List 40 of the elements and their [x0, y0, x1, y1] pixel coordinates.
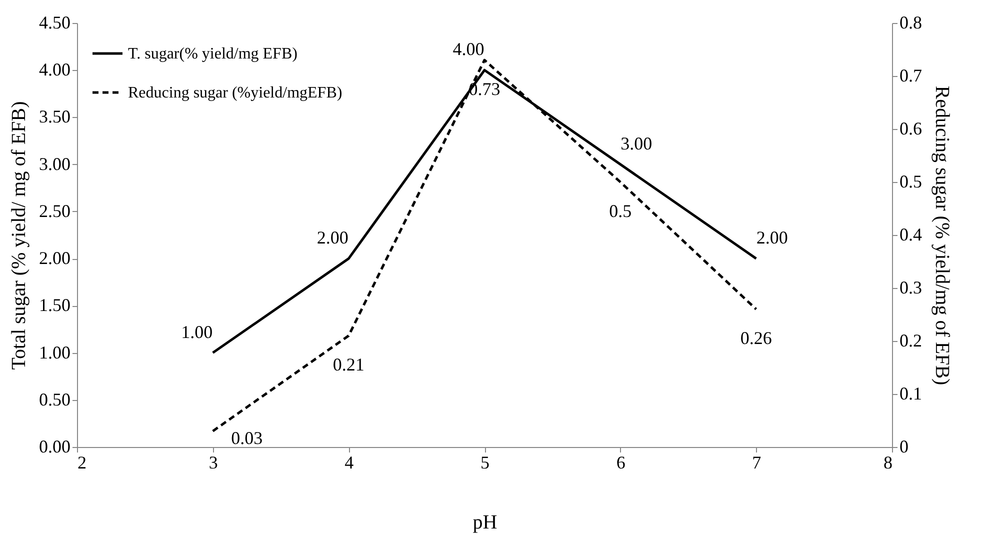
y-axis-title: Total sugar (% yield/ mg of EFB): [8, 101, 30, 370]
x-tick-label: 4: [344, 452, 354, 472]
legend-label: T. sugar(% yield/mg EFB): [128, 46, 298, 62]
y-tick-label: 0.00: [39, 436, 70, 456]
data-label: 0.21: [332, 354, 364, 375]
data-label: 0.26: [740, 328, 772, 348]
y-tick-label: 1.50: [39, 295, 70, 316]
data-label: 0.5: [609, 201, 632, 221]
y2-tick-label: 0.7: [900, 66, 922, 86]
y-tick-label: 4.00: [39, 60, 70, 80]
data-label: 2.00: [316, 228, 348, 248]
y-tick-label: 3.00: [39, 154, 70, 174]
y2-tick-label: 0.6: [900, 118, 922, 138]
data-label: 3.00: [620, 133, 652, 154]
y-tick-label: 2.00: [39, 248, 70, 268]
x-tick-label: 8: [884, 452, 892, 472]
y-tick-label: 4.50: [39, 12, 70, 32]
y2-tick-label: 0.8: [900, 12, 922, 32]
y-tick-label: 0.50: [39, 389, 70, 410]
x-tick-label: 5: [480, 452, 490, 472]
y2-axis-title: Reducing sugar (% yield/mg of EFB): [931, 86, 953, 386]
legend-label: Reducing sugar (%yield/mgEFB): [128, 84, 342, 102]
x-tick-label: 6: [616, 452, 626, 472]
y2-tick-label: 0: [900, 436, 908, 456]
data-label: 2.00: [756, 228, 788, 248]
data-label: 4.00: [452, 39, 484, 60]
y2-tick-label: 0.2: [900, 330, 922, 350]
data-label: 0.03: [231, 428, 263, 448]
x-axis-title: pH: [472, 512, 498, 534]
y2-tick-label: 0.4: [900, 224, 922, 244]
data-label: 1.00: [181, 322, 213, 342]
x-tick-label: 2: [78, 452, 86, 472]
y2-tick-label: 0.1: [900, 384, 922, 404]
y2-tick-label: 0.5: [900, 172, 922, 192]
y-tick-label: 2.50: [39, 200, 70, 221]
x-tick-label: 7: [752, 452, 762, 472]
y2-tick-label: 0.3: [900, 278, 922, 298]
y-tick-label: 1.00: [39, 342, 70, 362]
x-tick-label: 3: [208, 452, 218, 472]
y-tick-label: 3.50: [39, 106, 70, 127]
